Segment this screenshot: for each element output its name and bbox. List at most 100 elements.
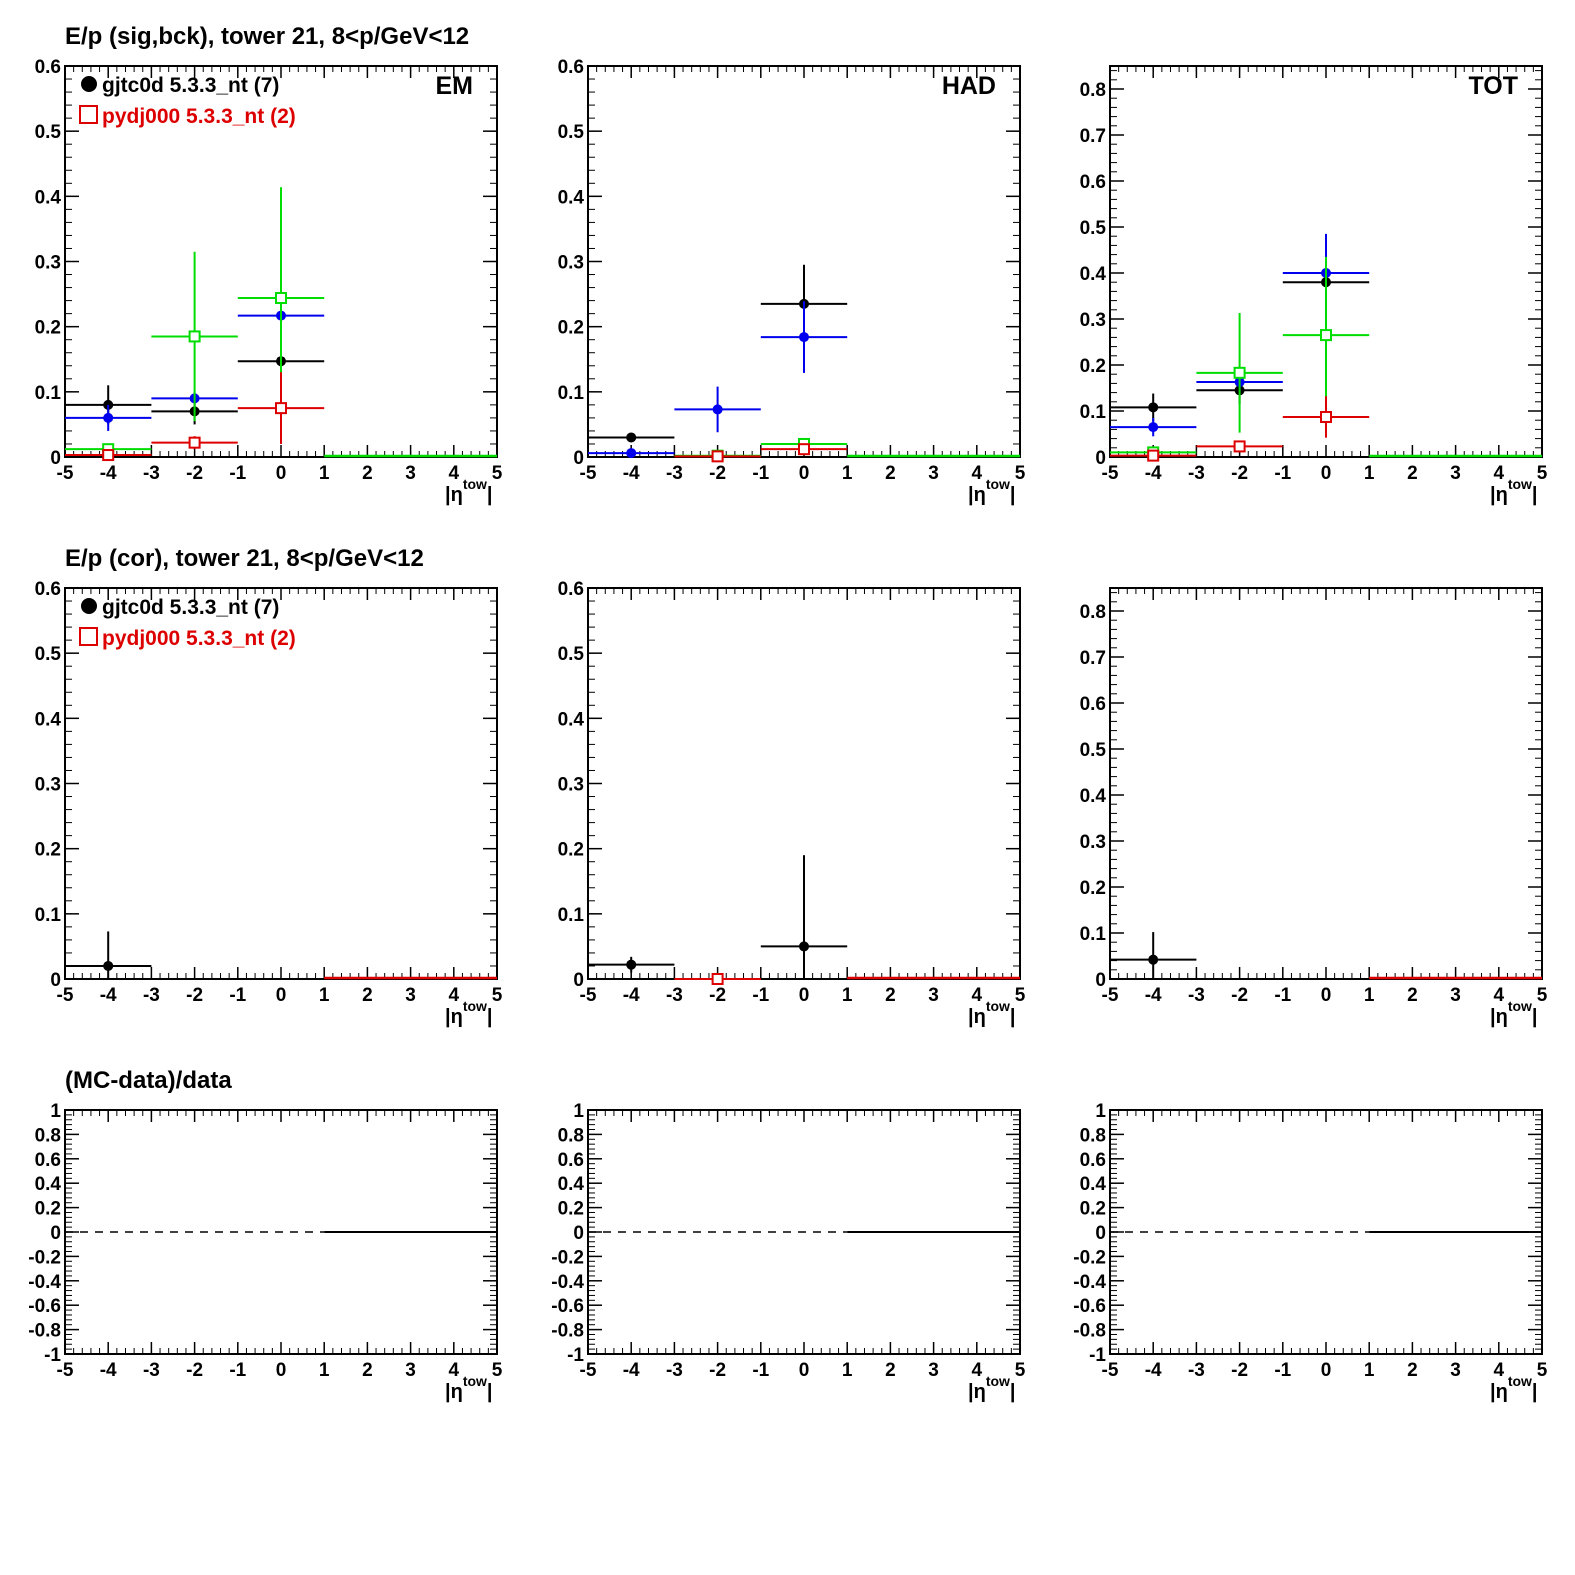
legend-data-marker bbox=[81, 598, 97, 614]
x-tick-label: -3 bbox=[143, 985, 160, 1006]
y-tick-label: 0.6 bbox=[35, 579, 61, 600]
x-tick-label: -4 bbox=[1145, 1360, 1162, 1381]
x-tick-label: 0 bbox=[799, 1360, 810, 1381]
y-tick-label: 0.6 bbox=[1080, 172, 1106, 193]
x-tick-label: -5 bbox=[580, 985, 597, 1006]
x-tick-label: 4 bbox=[972, 985, 983, 1006]
x-tick-label: 5 bbox=[1015, 463, 1026, 484]
x-tick-label: 4 bbox=[1494, 463, 1505, 484]
y-tick-label: 0.1 bbox=[1080, 924, 1107, 945]
x-tick-label: -3 bbox=[666, 1360, 683, 1381]
x-tick-label: 5 bbox=[1015, 985, 1026, 1006]
plot-frame bbox=[1109, 587, 1543, 980]
y-tick-label: 0.2 bbox=[1080, 1199, 1106, 1220]
y-tick-label: 0.4 bbox=[558, 187, 585, 208]
y-tick-label: 0 bbox=[1095, 1223, 1106, 1244]
data-point-green bbox=[1233, 366, 1246, 379]
data-point-black bbox=[103, 960, 114, 971]
x-tick-label: 5 bbox=[1537, 463, 1548, 484]
data-point-red bbox=[798, 443, 810, 456]
x-tick-label: -5 bbox=[57, 1360, 74, 1381]
x-tick-label: 5 bbox=[1015, 1360, 1026, 1381]
y-tick-label: 0.3 bbox=[35, 253, 61, 274]
x-tick-label: 2 bbox=[1407, 985, 1418, 1006]
y-tick-label: 0.4 bbox=[1080, 786, 1107, 807]
x-tick-label: 2 bbox=[1407, 463, 1418, 484]
y-tick-label: 0.3 bbox=[35, 775, 61, 796]
y-tick-label: 1 bbox=[573, 1101, 584, 1122]
chart-panel-1: -5 -4 -3 -2 -1 0 1 2 3 4 5 0 0.1 0.2 0.3 0.4 0.5 0.6 |ηtow… bbox=[35, 57, 503, 506]
chart-panel-6: -5 -4 -3 -2 -1 0 1 2 3 4 5 0 0.1 0.2 0.3 0.4 0.5 0.6 0.7 0.… bbox=[1080, 587, 1548, 1028]
y-tick-label: 0.2 bbox=[558, 318, 584, 339]
data-point-blue bbox=[103, 412, 114, 423]
legend-data-label: gjtc0d 5.3.3_nt (7) bbox=[102, 74, 279, 97]
x-tick-label: 3 bbox=[928, 463, 939, 484]
x-tick-label: -3 bbox=[666, 463, 683, 484]
y-tick-label: 0.6 bbox=[1080, 694, 1106, 715]
plot-frame bbox=[587, 65, 1021, 458]
x-axis-label: |ηtow| bbox=[1490, 998, 1538, 1028]
data-point-red bbox=[102, 449, 115, 462]
x-tick-label: -1 bbox=[1274, 1360, 1291, 1381]
legend-middle: gjtc0d 5.3.3_nt (7) pydj000 5.3.3_nt (2) bbox=[79, 596, 296, 650]
x-tick-label: -4 bbox=[100, 463, 117, 484]
x-tick-label: -4 bbox=[623, 1360, 640, 1381]
x-tick-label: 0 bbox=[1321, 985, 1332, 1006]
x-tick-label: 0 bbox=[1321, 463, 1332, 484]
x-tick-label: -1 bbox=[752, 1360, 769, 1381]
y-tick-label: 0.2 bbox=[35, 318, 61, 339]
x-tick-label: 0 bbox=[1321, 1360, 1332, 1381]
x-tick-label: 5 bbox=[1537, 985, 1548, 1006]
x-tick-label: 0 bbox=[276, 985, 287, 1006]
x-tick-label: 5 bbox=[492, 463, 503, 484]
y-tick-label: -0.4 bbox=[28, 1272, 61, 1293]
x-tick-label: 2 bbox=[362, 1360, 373, 1381]
x-tick-label: -5 bbox=[57, 463, 74, 484]
x-tick-label: -4 bbox=[623, 985, 640, 1006]
y-tick-label: -0.6 bbox=[28, 1296, 61, 1317]
x-tick-label: -5 bbox=[1102, 985, 1119, 1006]
x-tick-label: 1 bbox=[842, 985, 853, 1006]
y-tick-label: 0 bbox=[1095, 970, 1106, 991]
y-tick-label: 0.1 bbox=[35, 905, 62, 926]
x-axis-label: |ηtow| bbox=[1490, 476, 1538, 506]
x-axis-label: |ηtow| bbox=[445, 998, 493, 1028]
y-tick-label: 1 bbox=[1095, 1101, 1106, 1122]
panel-tag-em: EM bbox=[436, 72, 474, 100]
x-tick-label: -2 bbox=[709, 463, 726, 484]
x-tick-label: 1 bbox=[842, 463, 853, 484]
data-point-green bbox=[188, 330, 201, 343]
y-tick-label: 0.4 bbox=[558, 1174, 585, 1195]
y-tick-label: 0.3 bbox=[1080, 310, 1106, 331]
y-tick-label: 0.8 bbox=[1080, 80, 1106, 101]
x-tick-label: 3 bbox=[928, 985, 939, 1006]
x-tick-label: 4 bbox=[449, 985, 460, 1006]
y-tick-label: 0.1 bbox=[1080, 402, 1107, 423]
x-tick-label: -2 bbox=[1231, 985, 1248, 1006]
y-tick-label: -1 bbox=[44, 1345, 61, 1366]
x-tick-label: -1 bbox=[229, 1360, 246, 1381]
y-tick-label: -0.2 bbox=[1073, 1247, 1106, 1268]
y-tick-label: 0.5 bbox=[35, 122, 62, 143]
x-tick-label: -2 bbox=[709, 1360, 726, 1381]
y-tick-label: 0.2 bbox=[1080, 878, 1106, 899]
y-tick-label: -0.2 bbox=[28, 1247, 61, 1268]
y-tick-label: 0.3 bbox=[1080, 832, 1106, 853]
x-axis-label: |ηtow| bbox=[968, 998, 1016, 1028]
x-tick-label: 0 bbox=[276, 463, 287, 484]
y-tick-label: 0.8 bbox=[558, 1125, 584, 1146]
data-point-red bbox=[188, 436, 201, 449]
x-tick-label: -2 bbox=[1231, 463, 1248, 484]
y-tick-label: 0.4 bbox=[35, 709, 62, 730]
y-tick-label: -1 bbox=[1089, 1345, 1106, 1366]
y-tick-label: 0 bbox=[573, 970, 584, 991]
data-point-red bbox=[275, 402, 287, 415]
x-tick-label: 4 bbox=[449, 1360, 460, 1381]
y-tick-label: 0 bbox=[573, 1223, 584, 1244]
y-tick-label: 0 bbox=[573, 448, 584, 469]
x-tick-label: -5 bbox=[580, 1360, 597, 1381]
y-tick-label: -1 bbox=[567, 1345, 584, 1366]
y-tick-label: -0.8 bbox=[1073, 1321, 1106, 1342]
x-tick-label: 4 bbox=[1494, 1360, 1505, 1381]
